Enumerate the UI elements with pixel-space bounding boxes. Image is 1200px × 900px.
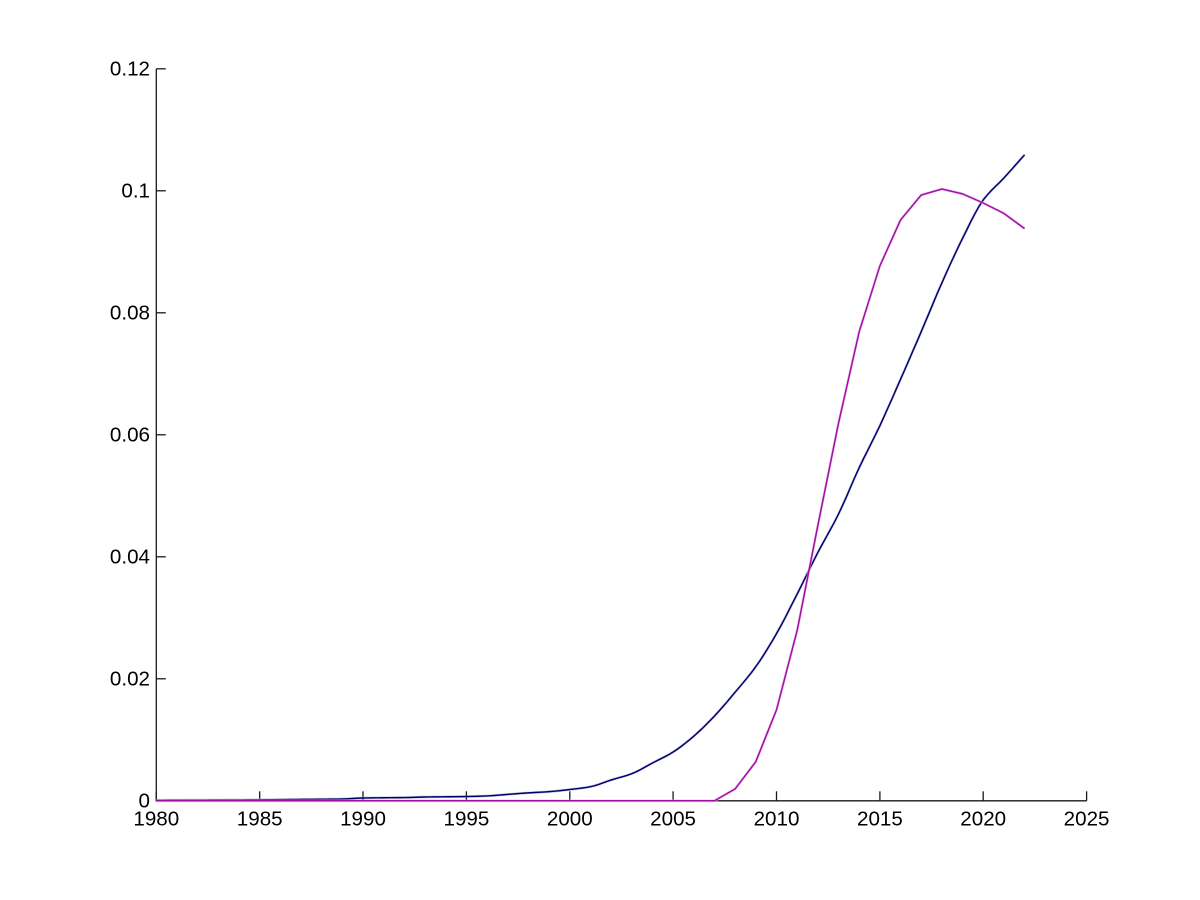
svg-text:2025: 2025 xyxy=(1064,807,1110,830)
svg-text:2010: 2010 xyxy=(754,807,800,830)
svg-text:0: 0 xyxy=(139,790,150,813)
svg-text:2015: 2015 xyxy=(857,807,903,830)
svg-text:2005: 2005 xyxy=(650,807,696,830)
svg-text:0.04: 0.04 xyxy=(110,546,150,569)
svg-text:2000: 2000 xyxy=(547,807,593,830)
svg-text:1980: 1980 xyxy=(133,807,179,830)
svg-text:0.02: 0.02 xyxy=(110,668,150,691)
svg-text:0.08: 0.08 xyxy=(110,302,150,325)
svg-text:1985: 1985 xyxy=(237,807,283,830)
svg-text:0.12: 0.12 xyxy=(110,58,150,81)
svg-text:1990: 1990 xyxy=(340,807,386,830)
svg-text:0.06: 0.06 xyxy=(110,424,150,447)
svg-text:1995: 1995 xyxy=(443,807,489,830)
svg-text:0.1: 0.1 xyxy=(121,180,150,203)
svg-text:2020: 2020 xyxy=(960,807,1006,830)
